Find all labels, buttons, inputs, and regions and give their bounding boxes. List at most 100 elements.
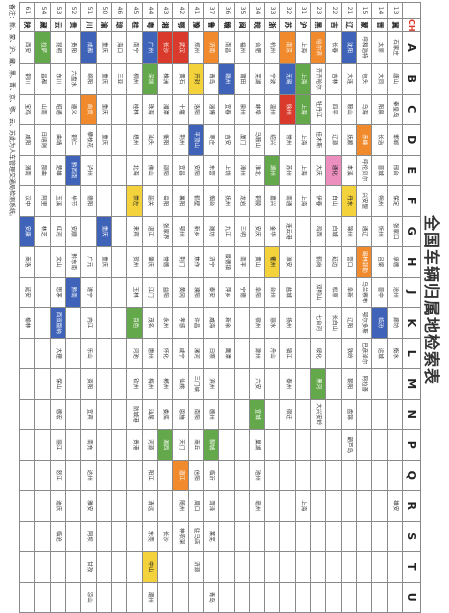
city-cell: 大同 bbox=[371, 64, 386, 95]
city-cell: 天门 bbox=[172, 430, 187, 461]
province-abbr: 湘 bbox=[157, 19, 172, 32]
city-cell bbox=[234, 369, 249, 400]
city-cell bbox=[387, 430, 402, 461]
city-cell bbox=[111, 430, 126, 461]
city-cell: 那曲 bbox=[35, 156, 50, 187]
column-header-h: H bbox=[402, 247, 420, 278]
city-cell bbox=[218, 430, 233, 461]
city-cell: 上海 bbox=[295, 186, 310, 217]
city-cell: 珠海 bbox=[142, 95, 157, 126]
city-cell: 梅州 bbox=[142, 369, 157, 400]
city-cell: 达州 bbox=[80, 461, 95, 492]
city-cell: 聊城 bbox=[203, 430, 218, 461]
province-abbr: 粤 bbox=[142, 19, 157, 32]
city-cell bbox=[234, 430, 249, 461]
city-cell: 漳州 bbox=[234, 156, 249, 187]
city-cell bbox=[35, 522, 50, 553]
city-cell: 泉州 bbox=[234, 95, 249, 126]
city-cell bbox=[126, 583, 141, 613]
city-cell bbox=[96, 583, 111, 613]
city-cell: 淮北 bbox=[249, 156, 264, 187]
city-cell bbox=[341, 583, 356, 613]
row-number: 41 bbox=[188, 3, 203, 19]
city-cell: 林芝 bbox=[35, 217, 50, 248]
city-cell bbox=[341, 552, 356, 583]
city-cell: 哈尔滨 bbox=[310, 32, 325, 64]
city-cell bbox=[96, 156, 111, 187]
city-cell: 烟台 bbox=[203, 186, 218, 217]
city-cell: 承德 bbox=[387, 247, 402, 278]
city-cell: 山南 bbox=[35, 95, 50, 126]
city-cell: 阿里 bbox=[35, 186, 50, 217]
city-cell: 抚州 bbox=[218, 186, 233, 217]
city-cell: 荆州 bbox=[172, 125, 187, 156]
city-cell: 芜湖 bbox=[249, 64, 264, 95]
column-header-a: A bbox=[402, 32, 420, 64]
city-cell: 伊春 bbox=[310, 186, 325, 217]
city-cell bbox=[96, 339, 111, 370]
city-cell bbox=[295, 247, 310, 278]
city-cell: 内江 bbox=[80, 308, 95, 339]
city-cell: 长春 bbox=[325, 32, 340, 64]
city-cell bbox=[310, 552, 325, 583]
city-cell: 江门 bbox=[142, 278, 157, 309]
city-cell: 大连 bbox=[341, 64, 356, 95]
province-abbr: 藏 bbox=[35, 19, 50, 32]
row-number: 31 bbox=[295, 3, 310, 19]
city-cell bbox=[234, 339, 249, 370]
city-cell: 黔东南 bbox=[65, 247, 80, 278]
city-cell: 汕头 bbox=[142, 125, 157, 156]
city-cell bbox=[371, 522, 386, 553]
city-cell: 枣庄 bbox=[203, 125, 218, 156]
row-number: 61 bbox=[19, 3, 34, 19]
city-cell bbox=[35, 400, 50, 431]
city-cell bbox=[234, 491, 249, 522]
city-cell: 沈阳 bbox=[341, 32, 356, 64]
city-cell: 龙岩 bbox=[234, 186, 249, 217]
city-cell bbox=[234, 461, 249, 492]
city-cell bbox=[111, 461, 126, 492]
city-cell bbox=[280, 430, 295, 461]
header-num-cell bbox=[402, 3, 420, 19]
city-cell: 铜仁 bbox=[65, 125, 80, 156]
city-cell: 渭南 bbox=[19, 156, 34, 187]
city-cell: 大庆 bbox=[310, 156, 325, 187]
row-number: 13 bbox=[387, 3, 402, 19]
city-cell: 南阳 bbox=[188, 400, 203, 431]
city-cell: 绍兴 bbox=[264, 125, 279, 156]
city-cell: 文山 bbox=[50, 247, 65, 278]
city-cell bbox=[234, 400, 249, 431]
city-cell: 宝鸡 bbox=[19, 95, 34, 126]
city-cell: 朔州 bbox=[371, 186, 386, 217]
city-cell bbox=[96, 369, 111, 400]
row-number: 53 bbox=[50, 3, 65, 19]
city-cell: 湖州 bbox=[264, 156, 279, 187]
city-cell bbox=[280, 522, 295, 553]
province-abbr: 渝 bbox=[96, 19, 111, 32]
city-cell bbox=[65, 430, 80, 461]
city-cell: 济宁 bbox=[203, 247, 218, 278]
city-cell bbox=[325, 461, 340, 492]
city-cell: 衡水 bbox=[387, 339, 402, 370]
city-cell: 攀枝花 bbox=[80, 125, 95, 156]
city-cell: 重庆 bbox=[96, 125, 111, 156]
city-cell: 上海 bbox=[295, 156, 310, 187]
city-cell: 青岛 bbox=[203, 583, 218, 613]
city-cell bbox=[295, 339, 310, 370]
city-cell: 商丘 bbox=[188, 430, 203, 461]
city-cell: 吉安 bbox=[218, 125, 233, 156]
city-cell bbox=[218, 552, 233, 583]
city-cell: 贵港 bbox=[126, 430, 141, 461]
city-cell bbox=[295, 400, 310, 431]
city-cell: 宣城 bbox=[249, 400, 264, 431]
row-number: 43 bbox=[157, 3, 172, 19]
city-cell: 娄底 bbox=[157, 400, 172, 431]
city-cell: 泰州 bbox=[280, 369, 295, 400]
city-cell bbox=[19, 552, 34, 583]
city-cell bbox=[234, 552, 249, 583]
city-cell bbox=[310, 522, 325, 553]
city-cell: 秦皇岛 bbox=[387, 95, 402, 126]
row-number: 46 bbox=[111, 3, 126, 19]
row-number: 36 bbox=[218, 3, 233, 19]
city-cell bbox=[65, 552, 80, 583]
